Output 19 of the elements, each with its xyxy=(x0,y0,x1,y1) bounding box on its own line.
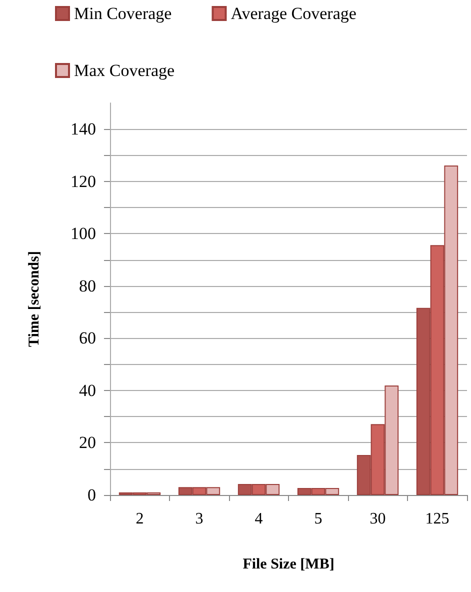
y-tick-label: 140 xyxy=(70,120,96,139)
y-tick-label: 100 xyxy=(70,224,96,244)
x-tick-label: 30 xyxy=(370,510,386,528)
x-tick-label: 125 xyxy=(425,510,450,528)
x-tick-label: 2 xyxy=(136,510,144,528)
y-tick-label: 120 xyxy=(70,172,96,191)
legend-label: Average Coverage xyxy=(230,4,356,23)
y-axis-title: Time [seconds] xyxy=(26,251,42,347)
x-tick-label: 5 xyxy=(314,510,322,528)
legend-label: Min Coverage xyxy=(74,4,172,23)
x-axis-title: File Size [MB] xyxy=(242,556,334,572)
y-tick-label: 0 xyxy=(88,486,96,504)
y-tick-label: 40 xyxy=(79,380,96,400)
y-tick-label: 80 xyxy=(79,276,96,296)
y-tick-label: 60 xyxy=(79,328,96,348)
x-tick-label: 3 xyxy=(195,510,204,528)
y-tick-label: 20 xyxy=(79,433,96,452)
legend-label: Max Coverage xyxy=(74,61,175,80)
x-tick-label: 4 xyxy=(254,510,263,528)
